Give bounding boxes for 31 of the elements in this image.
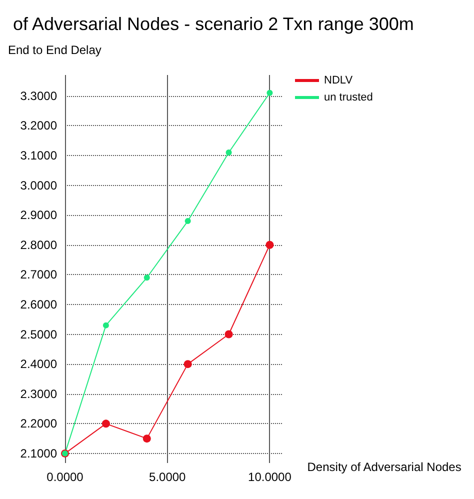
y-tick-label: 2.4000 bbox=[20, 357, 58, 372]
point bbox=[142, 434, 151, 443]
point bbox=[184, 218, 191, 224]
y-tick-label: 2.5000 bbox=[20, 327, 58, 342]
y-tick-label: 2.1000 bbox=[20, 446, 58, 460]
point bbox=[184, 360, 192, 368]
y-tick-label: 3.1000 bbox=[20, 148, 58, 162]
y-axis-title: End to End Delay bbox=[8, 43, 102, 57]
x-axis-title: Density of Adversarial Nodes bbox=[307, 460, 462, 474]
y-tick-label: 2.3000 bbox=[20, 386, 58, 401]
chart-title: of Adversarial Nodes - scenario 2 Txn range 300m bbox=[13, 14, 414, 34]
point bbox=[102, 322, 109, 328]
point bbox=[144, 274, 150, 281]
y-tick-label: 2.6000 bbox=[20, 297, 58, 312]
point bbox=[266, 90, 273, 96]
y-tick-label: 2.8000 bbox=[20, 238, 58, 252]
y-tick-label: 2.9000 bbox=[20, 208, 58, 222]
x-tick-label: 10.0000 bbox=[248, 470, 292, 484]
x-tick-label: 0.0000 bbox=[46, 470, 84, 484]
legend-label: NDLV bbox=[324, 74, 354, 86]
y-tick-label: 2.2000 bbox=[20, 416, 58, 431]
x-tick-label: 5.0000 bbox=[149, 470, 186, 484]
y-tick-label: 2.7000 bbox=[20, 268, 58, 282]
point bbox=[226, 149, 232, 156]
legend-label: un trusted bbox=[324, 92, 373, 104]
y-tick-label: 3.3000 bbox=[20, 88, 58, 103]
y-tick-label: 3.0000 bbox=[20, 178, 58, 192]
y-tick-label: 3.2000 bbox=[20, 118, 58, 133]
point bbox=[266, 240, 274, 249]
point bbox=[224, 330, 233, 338]
point bbox=[102, 420, 110, 428]
